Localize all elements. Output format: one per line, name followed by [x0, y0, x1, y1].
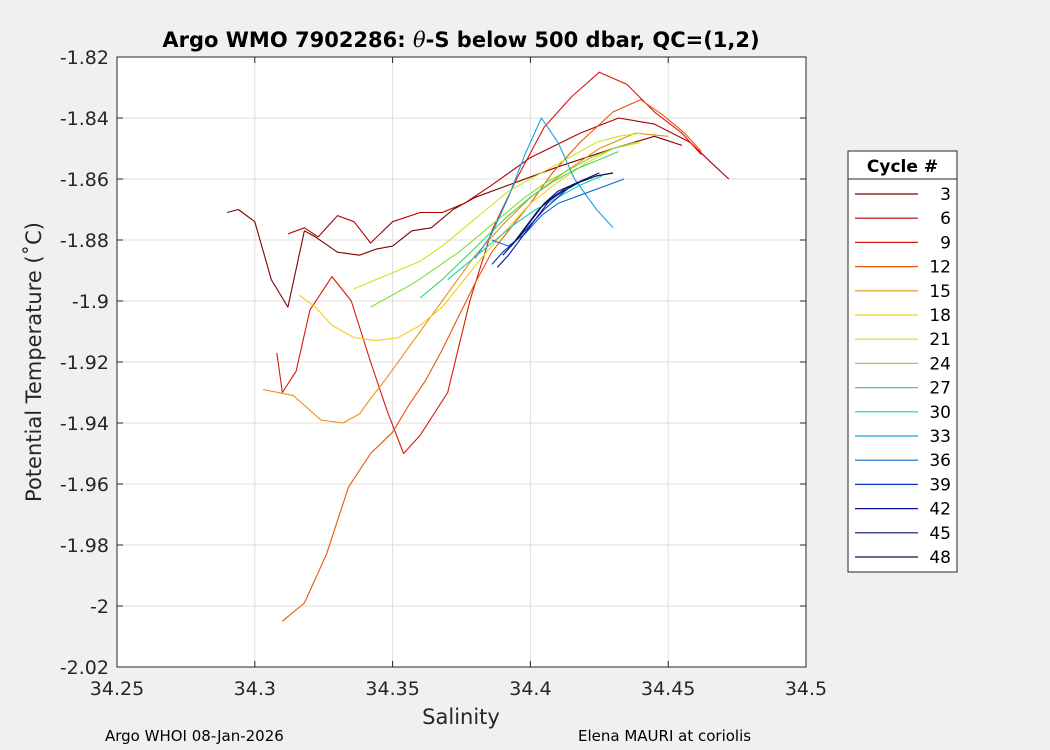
x-tick-label: 34.45	[641, 678, 695, 700]
series-cycle-6	[287, 117, 730, 244]
legend-label-6: 6	[940, 209, 951, 229]
x-tick-label: 34.35	[365, 678, 419, 700]
series-cycle-12	[282, 99, 702, 622]
legend-label-42: 42	[929, 500, 951, 520]
y-tick-label: -1.96	[60, 474, 109, 496]
legend-label-21: 21	[929, 330, 951, 350]
footer-source: Argo WHOI 08-Jan-2026	[105, 727, 284, 745]
theta-symbol: θ	[413, 28, 426, 52]
y-tick-label: -1.88	[60, 230, 109, 252]
legend-label-39: 39	[929, 475, 951, 495]
y-tick-label: -1.94	[60, 413, 109, 435]
legend-label-27: 27	[929, 379, 951, 399]
legend-label-18: 18	[929, 306, 951, 326]
y-tick-label: -2.02	[60, 657, 109, 679]
grid	[116, 56, 807, 668]
y-tick-label: -2	[90, 596, 109, 618]
legend-label-3: 3	[940, 185, 951, 205]
series-cycle-27	[419, 150, 619, 299]
x-tick-label: 34.5	[785, 678, 827, 700]
legend-label-36: 36	[929, 451, 951, 471]
series-cycle-21	[353, 132, 641, 290]
legend-label-45: 45	[929, 524, 951, 544]
x-tick-label: 34.3	[234, 678, 276, 700]
y-tick-label: -1.82	[60, 47, 109, 69]
data-series	[227, 71, 730, 622]
legend-label-48: 48	[929, 548, 951, 568]
legend-label-15: 15	[929, 282, 951, 302]
series-cycle-33	[474, 117, 614, 259]
y-axis-label: Potential Temperature (˚C)	[22, 222, 46, 502]
series-cycle-24	[370, 141, 636, 308]
footer-credit: Elena MAURI at coriolis	[578, 727, 751, 745]
legend-box	[847, 150, 958, 573]
series-cycle-3	[227, 135, 683, 308]
legend-label-12: 12	[929, 258, 951, 278]
axis-ticks: 34.25 34.3 34.35 34.4 34.45 34.5 -1.82 -1.84 -1.…	[60, 47, 827, 700]
legend-label-30: 30	[929, 403, 951, 423]
series-cycle-45	[502, 172, 600, 256]
legend-title: Cycle #	[867, 157, 938, 177]
series-cycle-9	[276, 71, 702, 455]
y-tick-label: -1.86	[60, 169, 109, 191]
series-cycle-48	[510, 172, 614, 247]
series-cycle-30	[447, 175, 603, 281]
y-tick-label: -1.9	[72, 291, 109, 313]
legend-label-24: 24	[929, 354, 951, 374]
legend-label-9: 9	[940, 233, 951, 253]
chart-title: Argo WMO 7902286: θ-S below 500 dbar, QC…	[162, 28, 759, 52]
y-tick-label: -1.98	[60, 535, 109, 557]
legend-label-33: 33	[929, 427, 951, 447]
x-tick-label: 34.25	[90, 678, 144, 700]
y-tick-label: -1.92	[60, 352, 109, 374]
x-axis-label: Salinity	[422, 705, 500, 729]
x-tick-label: 34.4	[509, 678, 551, 700]
y-tick-label: -1.84	[60, 108, 109, 130]
